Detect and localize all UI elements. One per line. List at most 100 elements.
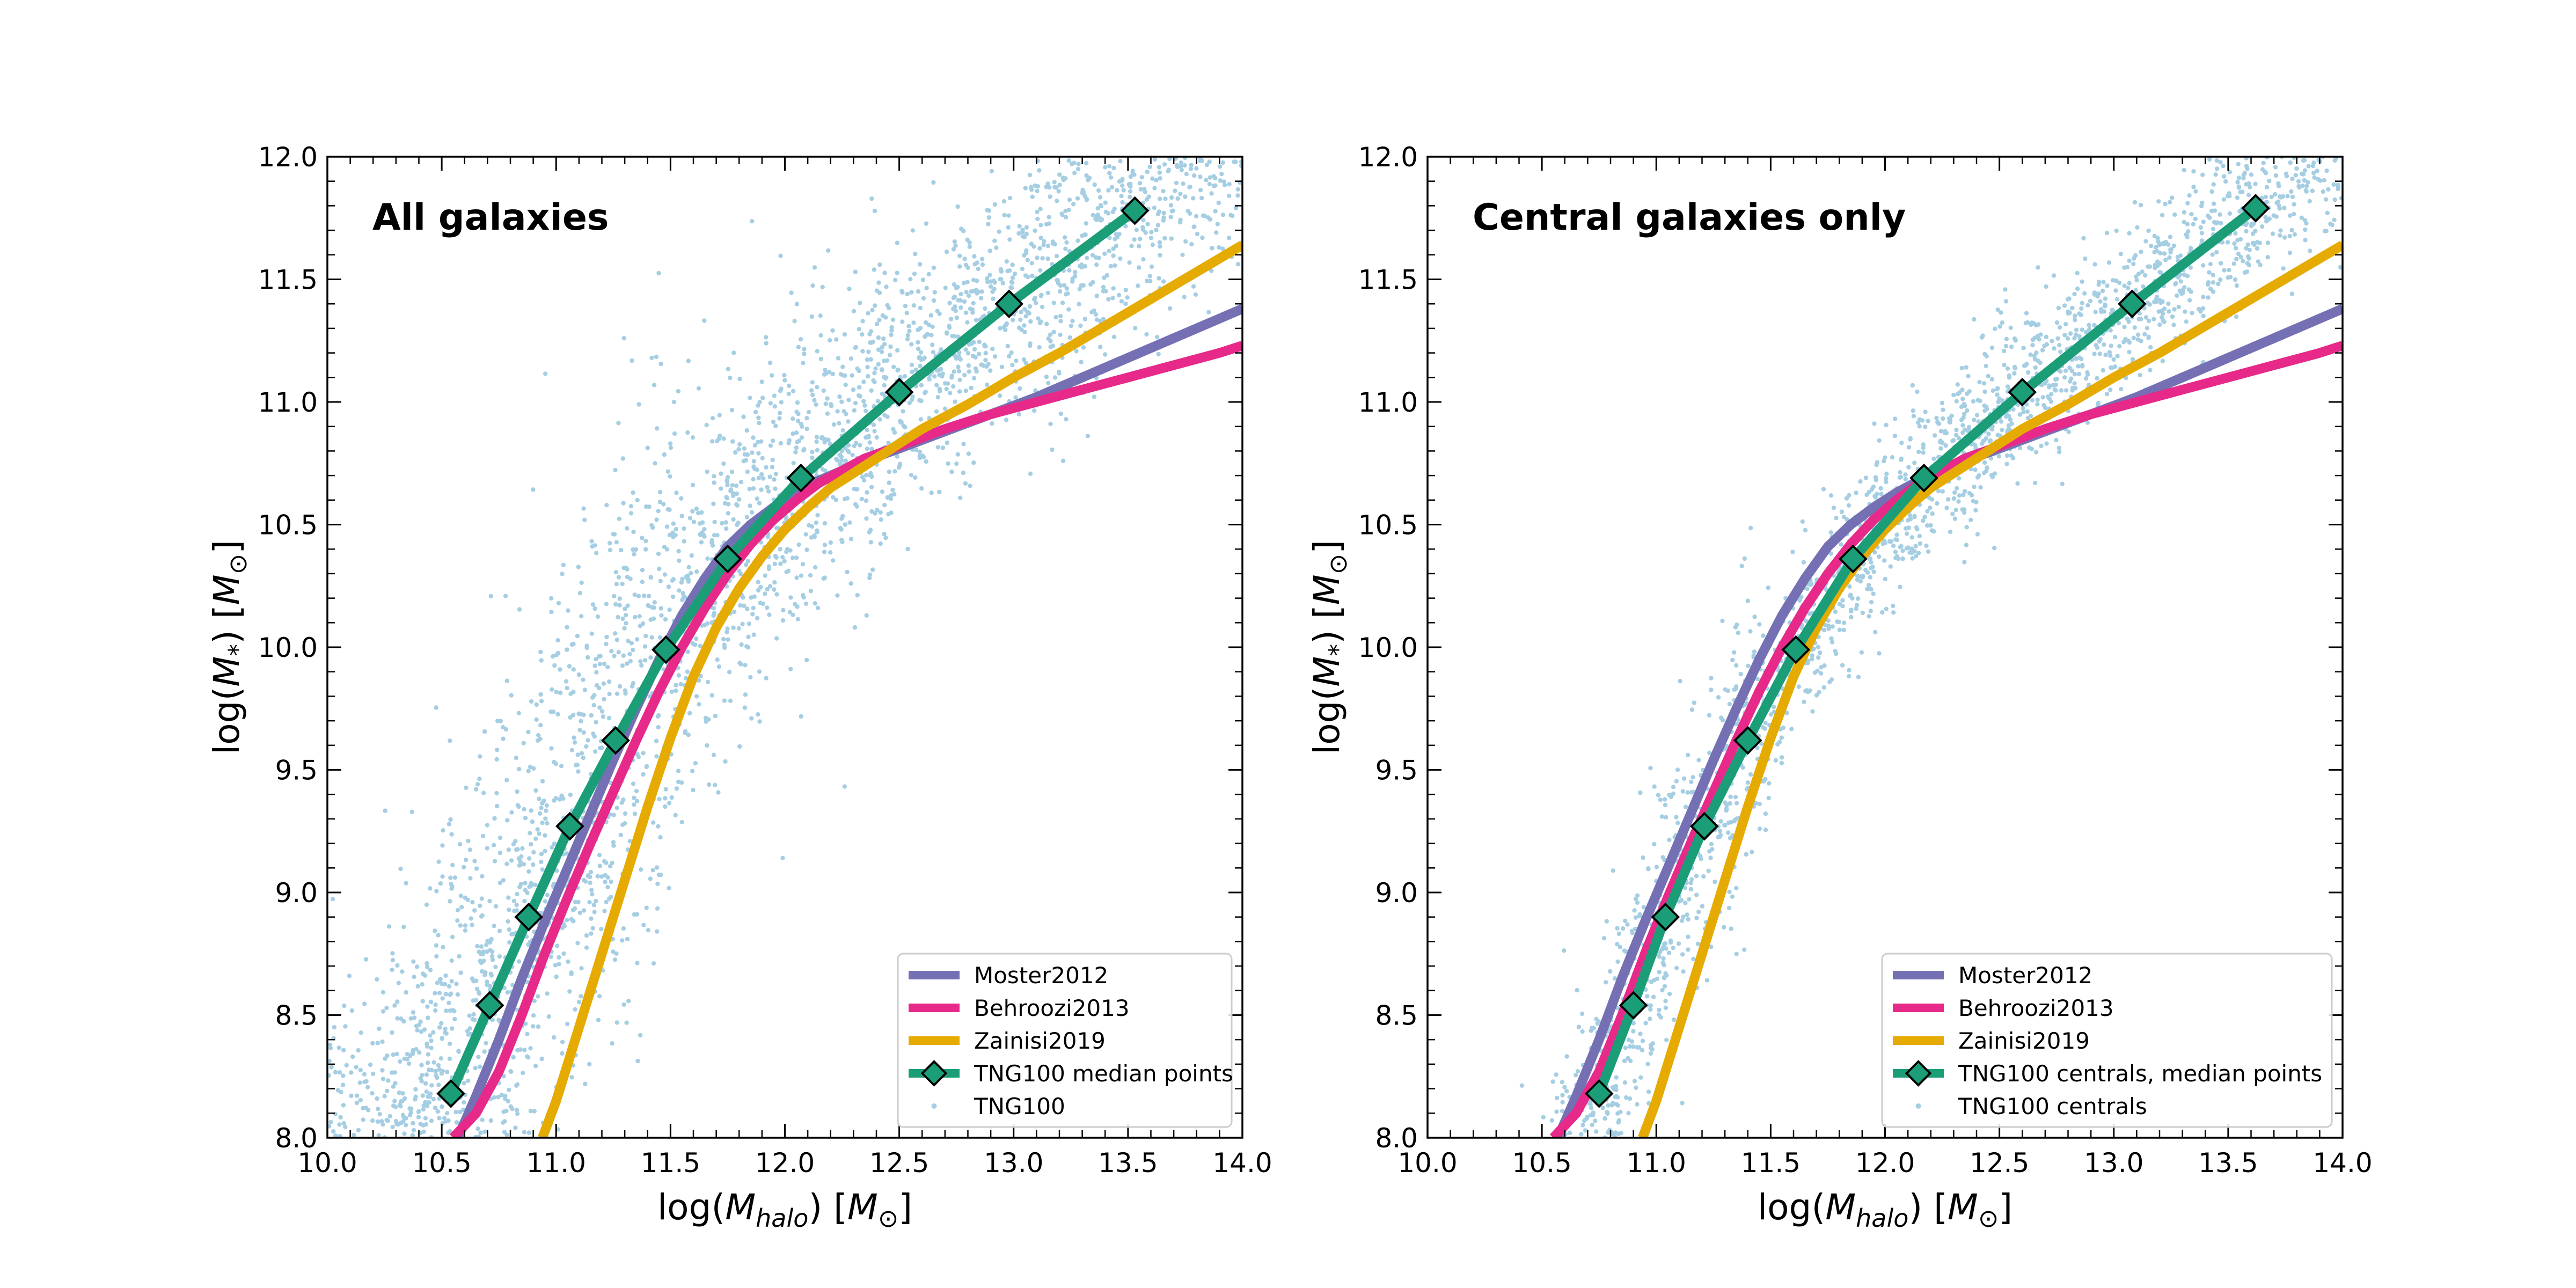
scatter-point [413,1087,418,1092]
scatter-point [406,1061,412,1066]
scatter-point [751,435,756,440]
scatter-point [2244,269,2250,274]
scatter-point [1222,182,1227,187]
scatter-point [656,824,661,829]
scatter-point [971,277,976,282]
scatter-point [916,340,920,345]
scatter-point [794,302,800,306]
scatter-point [2338,265,2343,270]
scatter-point [2009,421,2014,426]
scatter-point [1750,850,1754,854]
scatter-point [571,667,576,672]
scatter-point [1909,550,1914,555]
scatter-point [583,1081,588,1086]
scatter-point [2070,385,2075,391]
scatter-point [1971,317,1977,322]
scatter-point [565,1021,570,1027]
scatter-point [440,843,445,848]
scatter-point [677,558,682,564]
scatter-point [604,602,609,606]
scatter-point [756,580,760,584]
scatter-point [398,1104,403,1109]
scatter-point [1709,687,1714,692]
scatter-point [2182,167,2186,173]
scatter-point [1972,418,1977,422]
scatter-point [756,588,761,593]
scatter-point [825,411,830,416]
scatter-point [535,827,540,832]
scatter-point [729,470,735,474]
scatter-point [1576,1024,1582,1029]
scatter-point [434,1073,438,1078]
scatter-point [830,328,835,333]
scatter-point [839,399,844,404]
scatter-point [846,419,851,424]
scatter-point [1183,239,1188,244]
scatter-point [1708,855,1713,860]
scatter-point [1169,236,1174,241]
scatter-point [1662,976,1667,980]
scatter-point [1962,412,1967,416]
scatter-point [1037,345,1042,350]
scatter-point [2072,291,2077,297]
scatter-point [1126,182,1132,187]
scatter-point [2246,262,2251,268]
scatter-point [989,279,993,284]
scatter-point [1048,194,1052,199]
scatter-point [1622,1058,1627,1064]
scatter-point [965,351,971,356]
scatter-point [1009,350,1014,355]
scatter-point [1664,946,1668,951]
scatter-point [949,469,954,474]
scatter-point [604,502,609,508]
scatter-point [1606,1103,1611,1108]
scatter-point [471,1012,476,1017]
scatter-point [429,1083,434,1088]
scatter-point [799,714,803,719]
scatter-point [2292,232,2297,237]
scatter-point [1909,546,1914,551]
scatter-point [1684,804,1688,809]
scatter-point [507,1087,511,1093]
scatter-point [771,438,775,443]
scatter-point [740,621,745,627]
scatter-point [568,691,573,696]
scatter-point [1951,392,1956,398]
scatter-point [640,568,645,573]
scatter-point [637,614,642,619]
scatter-point [2189,246,2193,251]
scatter-point [715,438,720,443]
scatter-point [2168,235,2173,239]
scatter-point [1828,530,1834,535]
scatter-point [531,1013,536,1018]
scatter-point [2326,187,2331,192]
scatter-point [514,847,519,852]
scatter-point [1611,868,1615,873]
scatter-point [860,474,865,480]
scatter-point [1213,183,1218,188]
scatter-point [1207,159,1212,164]
scatter-point [1040,256,1045,261]
scatter-point [1850,596,1855,601]
scatter-point [2113,364,2118,369]
scatter-point [759,472,764,477]
scatter-point [694,569,699,574]
scatter-point [929,491,934,495]
scatter-point [983,350,989,356]
scatter-point [826,248,831,253]
scatter-point [444,1031,449,1036]
scatter-point [759,439,764,444]
scatter-point [2210,252,2215,257]
scatter-point [1616,1120,1621,1125]
scatter-point [614,691,620,696]
scatter-point [2107,350,2112,355]
scatter-point [1966,425,1972,429]
scatter-point [549,609,554,614]
scatter-point [1629,928,1635,934]
scatter-point [826,437,831,442]
scatter-point [2244,229,2249,233]
scatter-point [1219,171,1224,177]
scatter-point [1818,671,1824,676]
scatter-point [1904,531,1909,536]
scatter-point [864,613,869,618]
